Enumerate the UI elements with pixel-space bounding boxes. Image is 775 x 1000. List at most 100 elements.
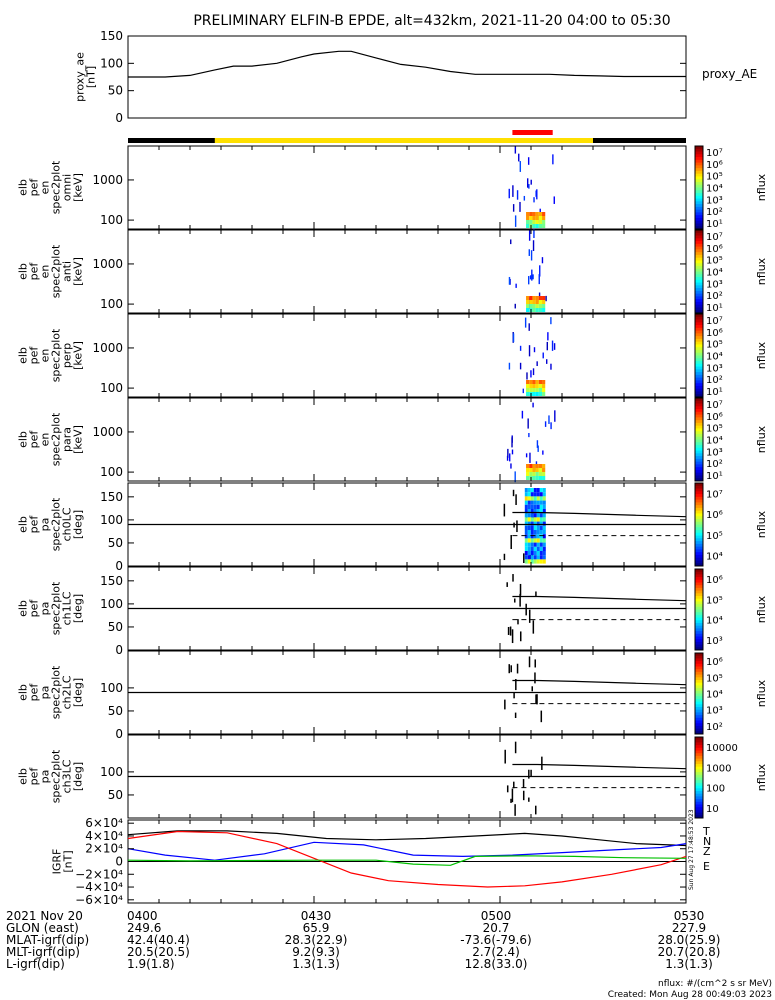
spectrogram-cell <box>532 212 536 216</box>
y-axis-label-line: [keV] <box>72 257 85 286</box>
spectrogram-cell <box>532 464 536 468</box>
pitch-angle-mark <box>503 503 506 517</box>
y-axis-label-line: spec2plot <box>50 665 63 719</box>
colorbar-cell <box>695 807 703 811</box>
y-axis-label-line: [deg] <box>72 678 85 707</box>
colorbar-cell <box>695 176 703 180</box>
pitch-angle-mark <box>514 804 516 816</box>
colorbar-cell <box>695 690 703 694</box>
annotation-value: 1.9(1.8) <box>127 957 175 971</box>
colorbar-cell <box>695 330 703 334</box>
spectrogram-cell <box>508 276 511 285</box>
spectrogram-cell <box>524 551 528 556</box>
colorbar-cell <box>695 538 703 542</box>
spectrogram-cell <box>536 521 540 526</box>
colorbar-cell <box>695 485 703 490</box>
colorbar-tick-label: 10⁴ <box>706 184 723 195</box>
colorbar-cell <box>695 557 703 561</box>
colorbar-cell <box>695 801 703 805</box>
orbit-annotation: 2021 Nov 20 0400 0430 0500 0530 GLON (east) 24… <box>6 909 772 1000</box>
spectrogram-cell <box>535 220 539 224</box>
spectrogram-cell <box>523 195 526 201</box>
spectrogram-cell <box>535 380 539 384</box>
spectrogram-cell <box>527 551 531 556</box>
y-axis-label-line: spec2plot <box>50 749 63 803</box>
annotation-row-label: GLON (east) <box>6 921 79 935</box>
colorbar-cell <box>695 385 703 390</box>
spectrogram-cell <box>527 546 531 551</box>
colorbar-cell <box>695 496 703 501</box>
loss-cone-line <box>512 763 687 770</box>
pitch-angle-mark <box>517 619 519 625</box>
spectrogram-cell <box>529 296 533 300</box>
colorbar-cell <box>695 383 703 387</box>
annotation-value: 0500 <box>481 909 512 923</box>
y-axis-label-line: pef <box>28 599 41 618</box>
spectrogram-cell <box>526 468 530 472</box>
y-tick-label: 0 <box>115 855 123 869</box>
colorbar-cell <box>695 279 703 284</box>
spectrogram-cell <box>542 380 546 384</box>
colorbar-cell <box>695 491 703 495</box>
y-axis-label: IGRF[nT] <box>51 849 75 875</box>
spectrogram-cell <box>528 276 530 285</box>
spectrogram-cell <box>539 488 543 493</box>
colorbar-cell <box>695 653 703 657</box>
colorbar-cell <box>695 774 703 778</box>
spectrogram-cell <box>538 300 543 304</box>
colorbar-cell <box>695 585 703 589</box>
spectrogram-cell <box>518 153 520 162</box>
colorbar-cell <box>695 569 703 573</box>
spectrogram-cell <box>530 534 534 539</box>
colorbar-tick-label: 100 <box>706 784 725 795</box>
colorbar-cell <box>695 333 703 337</box>
colorbar-label-group: nflux <box>755 510 768 538</box>
spectrogram-cell <box>535 476 539 480</box>
spectrogram-cell <box>541 257 544 264</box>
colorbar-cell <box>695 377 703 381</box>
colorbar-tick-label: 10³ <box>706 706 723 717</box>
spectrogram-cell <box>533 517 537 522</box>
colorbar-cell <box>695 436 703 440</box>
spectrogram-cell <box>532 468 536 472</box>
spectrogram-cell <box>524 546 528 551</box>
y-tick-label: 100 <box>100 597 123 611</box>
spectrogram-cell <box>535 296 539 300</box>
spectrogram-cell <box>527 157 530 165</box>
pitch-angle-mark <box>535 805 537 815</box>
pitch-angle-mark <box>540 710 543 723</box>
colorbar-cell <box>695 304 703 308</box>
y-axis-label-line: [deg] <box>72 510 85 539</box>
colorbar-cell <box>695 720 703 724</box>
colorbar-cell <box>695 601 703 605</box>
spectrogram-cell <box>533 504 537 509</box>
pitch-angle-mark <box>525 603 527 616</box>
colorbar-cell <box>695 502 703 506</box>
colorbar-cell <box>695 761 703 765</box>
colorbar-cell <box>695 541 703 545</box>
spectrogram-cell <box>530 370 532 378</box>
colorbar-cell <box>695 516 703 520</box>
colorbar-cell <box>695 577 703 581</box>
panel-frame <box>127 313 687 398</box>
spectrogram-cell <box>529 384 533 388</box>
colorbar-tick-label: 10¹ <box>706 219 723 230</box>
colorbar-cell <box>695 238 703 242</box>
spectrogram-cell <box>533 509 537 514</box>
spectrogram-cell <box>547 332 549 341</box>
spectrogram-cell <box>530 525 534 530</box>
spectrogram-cell <box>527 534 531 539</box>
spectrogram-cell <box>529 464 533 468</box>
spectrogram-cell <box>533 559 537 564</box>
spectrogram-cell <box>527 542 531 547</box>
spectrogram-cell <box>532 476 536 480</box>
colorbar-cell <box>695 336 703 340</box>
colorbar-cell <box>695 804 703 808</box>
colorbar-label: nflux <box>755 763 768 791</box>
spectrogram-cell <box>530 542 534 547</box>
colorbar-cell <box>695 809 703 814</box>
y-tick-label: 1000 <box>92 425 123 439</box>
spectrogram-cell <box>536 559 540 564</box>
spectrogram-cell <box>542 551 546 556</box>
